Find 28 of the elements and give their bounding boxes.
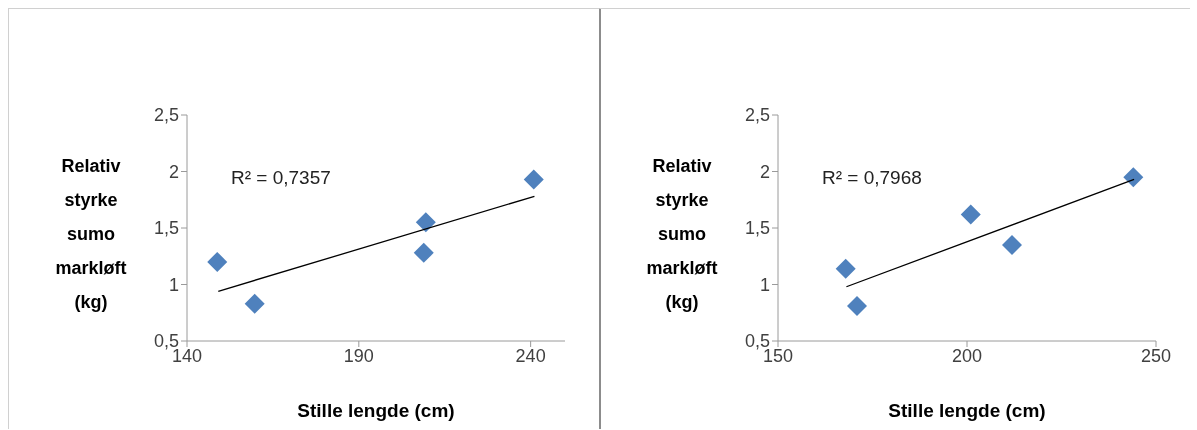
y-tick-label: 2,5: [744, 105, 770, 126]
point: [244, 293, 265, 314]
point: [960, 204, 981, 225]
y-axis-title: Relativ styrke sumo markløft (kg): [54, 155, 128, 314]
point: [1001, 234, 1022, 255]
point: [207, 251, 228, 272]
point: [1123, 167, 1144, 188]
x-axis-title: Stille lengde (cm): [888, 400, 1046, 421]
y-tick-label: 2: [168, 161, 179, 182]
point: [523, 169, 544, 190]
x-tick-label: 200: [951, 345, 983, 366]
y-tick-label: 1: [759, 274, 770, 295]
y-tick-label: 1,5: [153, 218, 179, 239]
annotation: R² = 0,7357: [231, 167, 331, 189]
x-tick-label: 190: [343, 345, 374, 366]
y-tick-label: 1,5: [744, 218, 770, 239]
point: [835, 258, 856, 279]
point: [847, 295, 867, 316]
y-tick-label: 2,5: [153, 105, 179, 126]
y-tick-label: 1: [168, 274, 179, 295]
y-tick-label: 2: [759, 161, 770, 182]
x-axis-title: Stille lengde (cm): [297, 400, 455, 421]
x-tick-label: 250: [1140, 345, 1172, 366]
y-axis-title: Relativ styrke sumo markløft (kg): [645, 155, 719, 314]
point: [413, 242, 434, 263]
point: [415, 212, 436, 233]
x-tick-label: 240: [515, 345, 546, 366]
annotation: R² = 0,7968: [822, 167, 922, 189]
